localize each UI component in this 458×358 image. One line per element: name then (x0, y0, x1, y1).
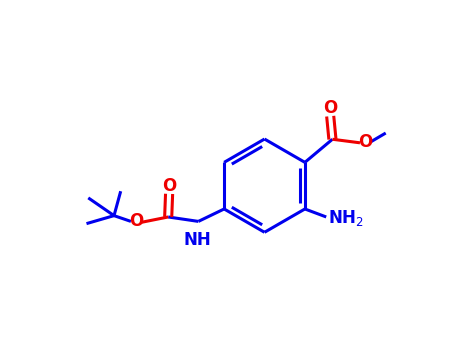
Text: O: O (358, 133, 372, 151)
Text: NH: NH (184, 231, 212, 249)
Text: NH$_2$: NH$_2$ (328, 208, 364, 228)
Text: O: O (323, 99, 338, 117)
Text: O: O (162, 177, 176, 195)
Text: O: O (129, 212, 143, 231)
